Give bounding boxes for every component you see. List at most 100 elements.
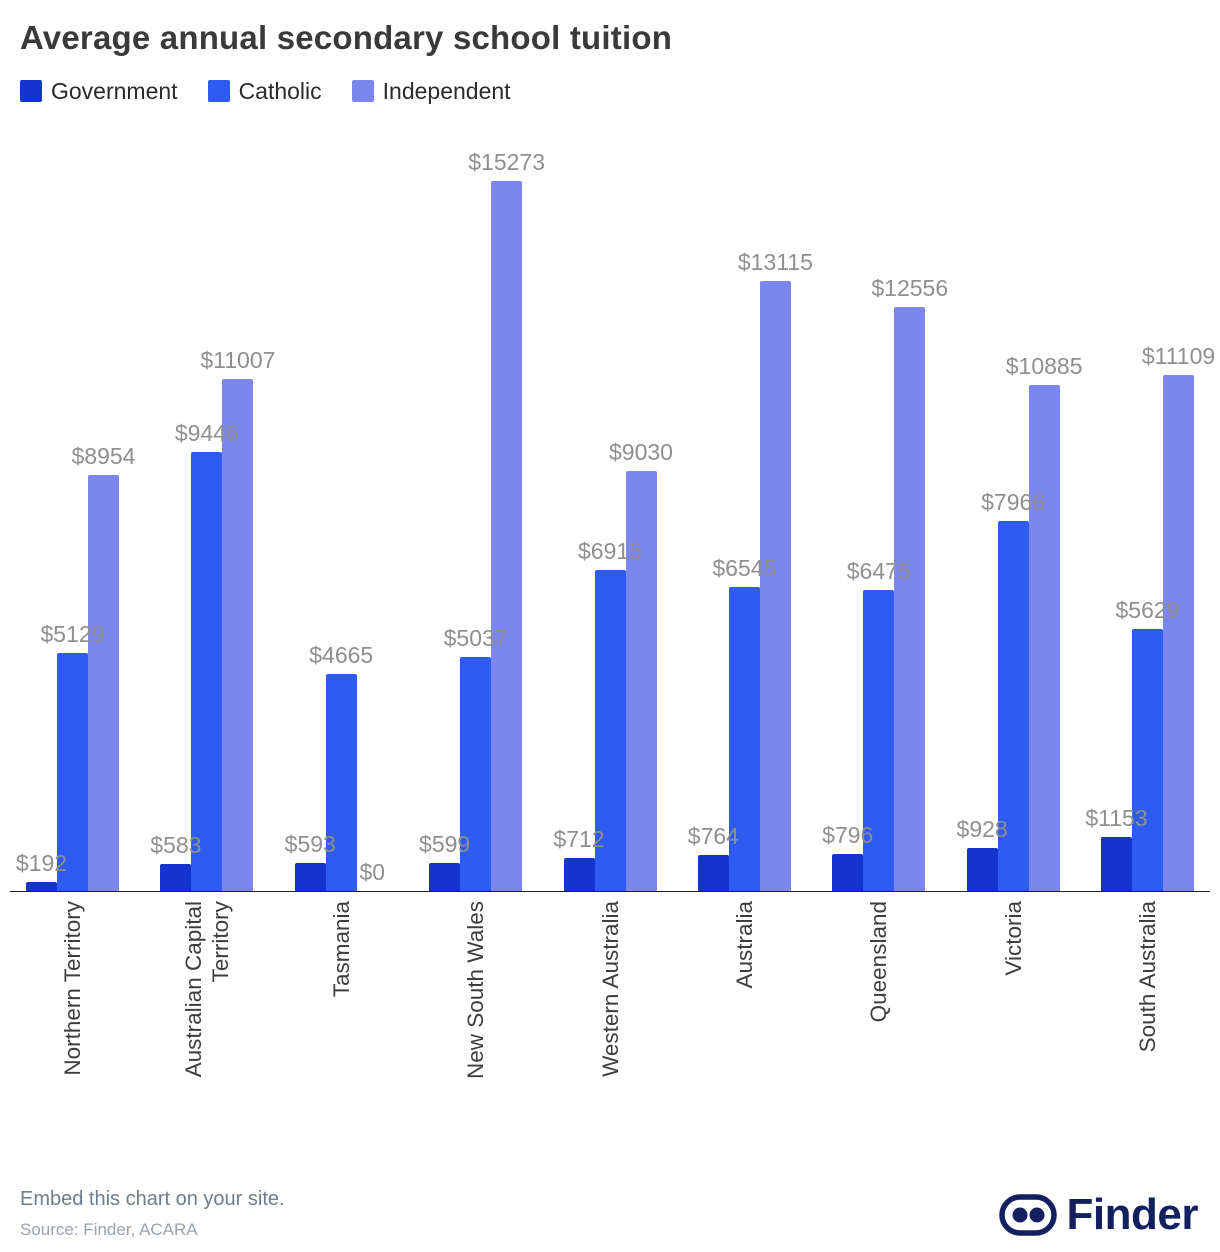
brand-text: Finder xyxy=(1066,1190,1199,1239)
x-tick: Western Australia xyxy=(564,901,657,1149)
bar-slot: $192 xyxy=(16,141,67,891)
bar-government xyxy=(966,847,998,891)
bar-value-label: $1153 xyxy=(1085,804,1148,831)
x-axis-line xyxy=(10,890,1210,892)
bar-value-label: $6545 xyxy=(712,554,777,581)
bar-government xyxy=(160,863,192,891)
bar-group: $1153 $5629 $11109 xyxy=(1085,141,1215,891)
bar-slot: $15273 xyxy=(468,141,545,891)
bar-catholic xyxy=(594,569,626,891)
bar-value-label: $5129 xyxy=(40,620,105,647)
x-tick: New South Wales xyxy=(429,901,522,1149)
x-tick-label: Victoria xyxy=(1000,900,1026,976)
footer: Embed this chart on your site. Source: F… xyxy=(0,1188,1220,1252)
legend-label: Government xyxy=(51,77,178,104)
bar-independent xyxy=(88,474,119,891)
bar-value-label: $9030 xyxy=(609,438,673,465)
bar-value-label: $0 xyxy=(359,858,386,885)
bar-slot: $11007 xyxy=(200,141,275,891)
x-tick-label: Queensland xyxy=(866,900,892,1022)
chart: $192 $5129 $8954 $583 $9446 $11007 $593 $4665 $0… xyxy=(10,141,1215,1149)
bar-value-label: $796 xyxy=(822,821,874,848)
bar-independent xyxy=(1163,374,1194,891)
bar-slot: $6475 xyxy=(847,141,911,891)
bar-group: $192 $5129 $8954 xyxy=(16,141,135,891)
legend-label: Independent xyxy=(382,77,511,104)
bar-value-label: $6475 xyxy=(846,557,911,584)
bar-slot: $9446 xyxy=(175,141,239,891)
bar-slot: $9030 xyxy=(609,141,673,891)
bar-independent xyxy=(491,180,523,891)
x-tick: Northern Territory xyxy=(26,901,119,1149)
bar-government xyxy=(26,881,57,891)
bar-value-label: $5037 xyxy=(443,624,508,651)
bar-independent xyxy=(222,378,254,891)
bar-independent xyxy=(1028,384,1060,891)
bar-catholic xyxy=(863,589,895,891)
bar-value-label: $192 xyxy=(15,849,68,876)
x-tick-label: Western Australia xyxy=(597,900,623,1077)
source-text: Source: Finder, ACARA xyxy=(20,1220,198,1239)
bar-slot: $599 xyxy=(419,141,470,891)
bar-slot: $6545 xyxy=(712,141,776,891)
legend-swatch-icon xyxy=(207,80,230,103)
embed-link[interactable]: Embed this chart on your site. xyxy=(20,1188,285,1210)
x-tick: Australian Capital Territory xyxy=(160,901,253,1149)
bar-value-label: $5629 xyxy=(1115,596,1180,623)
bar-value-label: $11007 xyxy=(200,346,276,373)
bar-group: $599 $5037 $15273 xyxy=(419,141,545,891)
bar-slot: $8954 xyxy=(72,141,135,891)
bar-value-label: $593 xyxy=(284,830,336,857)
x-axis-ticks: Northern Territory Australian Capital Ter… xyxy=(10,901,1210,1149)
bar-value-label: $15273 xyxy=(468,148,545,175)
bar-independent xyxy=(894,306,926,891)
page-title: Average annual secondary school tuition xyxy=(20,19,673,56)
bar-slot: $13115 xyxy=(738,141,813,891)
bar-independent xyxy=(759,280,791,891)
x-tick: Queensland xyxy=(832,901,925,1149)
footer-left: Embed this chart on your site. Source: F… xyxy=(20,1188,285,1240)
x-tick-label: Northern Territory xyxy=(60,900,85,1076)
bar-value-label: $928 xyxy=(956,815,1008,842)
x-tick-label: New South Wales xyxy=(463,900,489,1079)
bar-value-label: $13115 xyxy=(737,248,813,275)
bar-value-label: $712 xyxy=(553,825,605,852)
plot-area: $192 $5129 $8954 $583 $9446 $11007 $593 $4665 $0… xyxy=(10,141,1215,891)
bar-slot: $928 xyxy=(957,141,1008,891)
bar-slot: $5129 xyxy=(41,141,104,891)
legend-item-catholic[interactable]: Catholic xyxy=(207,77,322,105)
bar-catholic xyxy=(728,586,760,891)
bar-slot: $0 xyxy=(357,141,388,891)
bar-group: $593 $4665 $0 xyxy=(285,141,388,891)
bar-value-label: $9446 xyxy=(174,419,239,446)
x-tick: Victoria xyxy=(967,901,1060,1149)
x-tick-label: Tasmania xyxy=(328,900,354,997)
bar-catholic xyxy=(325,673,357,891)
bar-value-label: $583 xyxy=(150,831,202,858)
bar-value-label: $11109 xyxy=(1141,342,1216,369)
bar-catholic xyxy=(57,652,88,891)
x-tick: South Australia xyxy=(1101,901,1194,1149)
bar-slot: $796 xyxy=(822,141,873,891)
bar-value-label: $8954 xyxy=(71,442,136,469)
bar-value-label: $12556 xyxy=(871,274,949,301)
x-tick: Australia xyxy=(698,901,791,1149)
legend-item-government[interactable]: Government xyxy=(20,78,178,105)
bar-value-label: $6915 xyxy=(578,537,642,564)
bar-slot: $712 xyxy=(553,141,605,891)
legend-swatch-icon xyxy=(351,80,374,103)
bar-government xyxy=(294,862,326,891)
x-tick-label: Australian Capital Territory xyxy=(180,900,233,1077)
bar-group: $796 $6475 $12556 xyxy=(822,141,948,891)
bar-government xyxy=(563,857,595,891)
legend-item-independent[interactable]: Independent xyxy=(351,77,511,105)
bar-catholic xyxy=(460,656,492,891)
bar-slot: $583 xyxy=(150,141,201,891)
x-tick-label: Australia xyxy=(731,900,757,989)
bar-slot: $7966 xyxy=(981,141,1045,891)
legend-label: Catholic xyxy=(238,77,322,104)
bar-value-label: $4665 xyxy=(309,641,374,668)
bar-slot: $4665 xyxy=(309,141,373,891)
bar-slot: $10885 xyxy=(1006,141,1083,891)
bar-slot: $6915 xyxy=(578,141,642,891)
